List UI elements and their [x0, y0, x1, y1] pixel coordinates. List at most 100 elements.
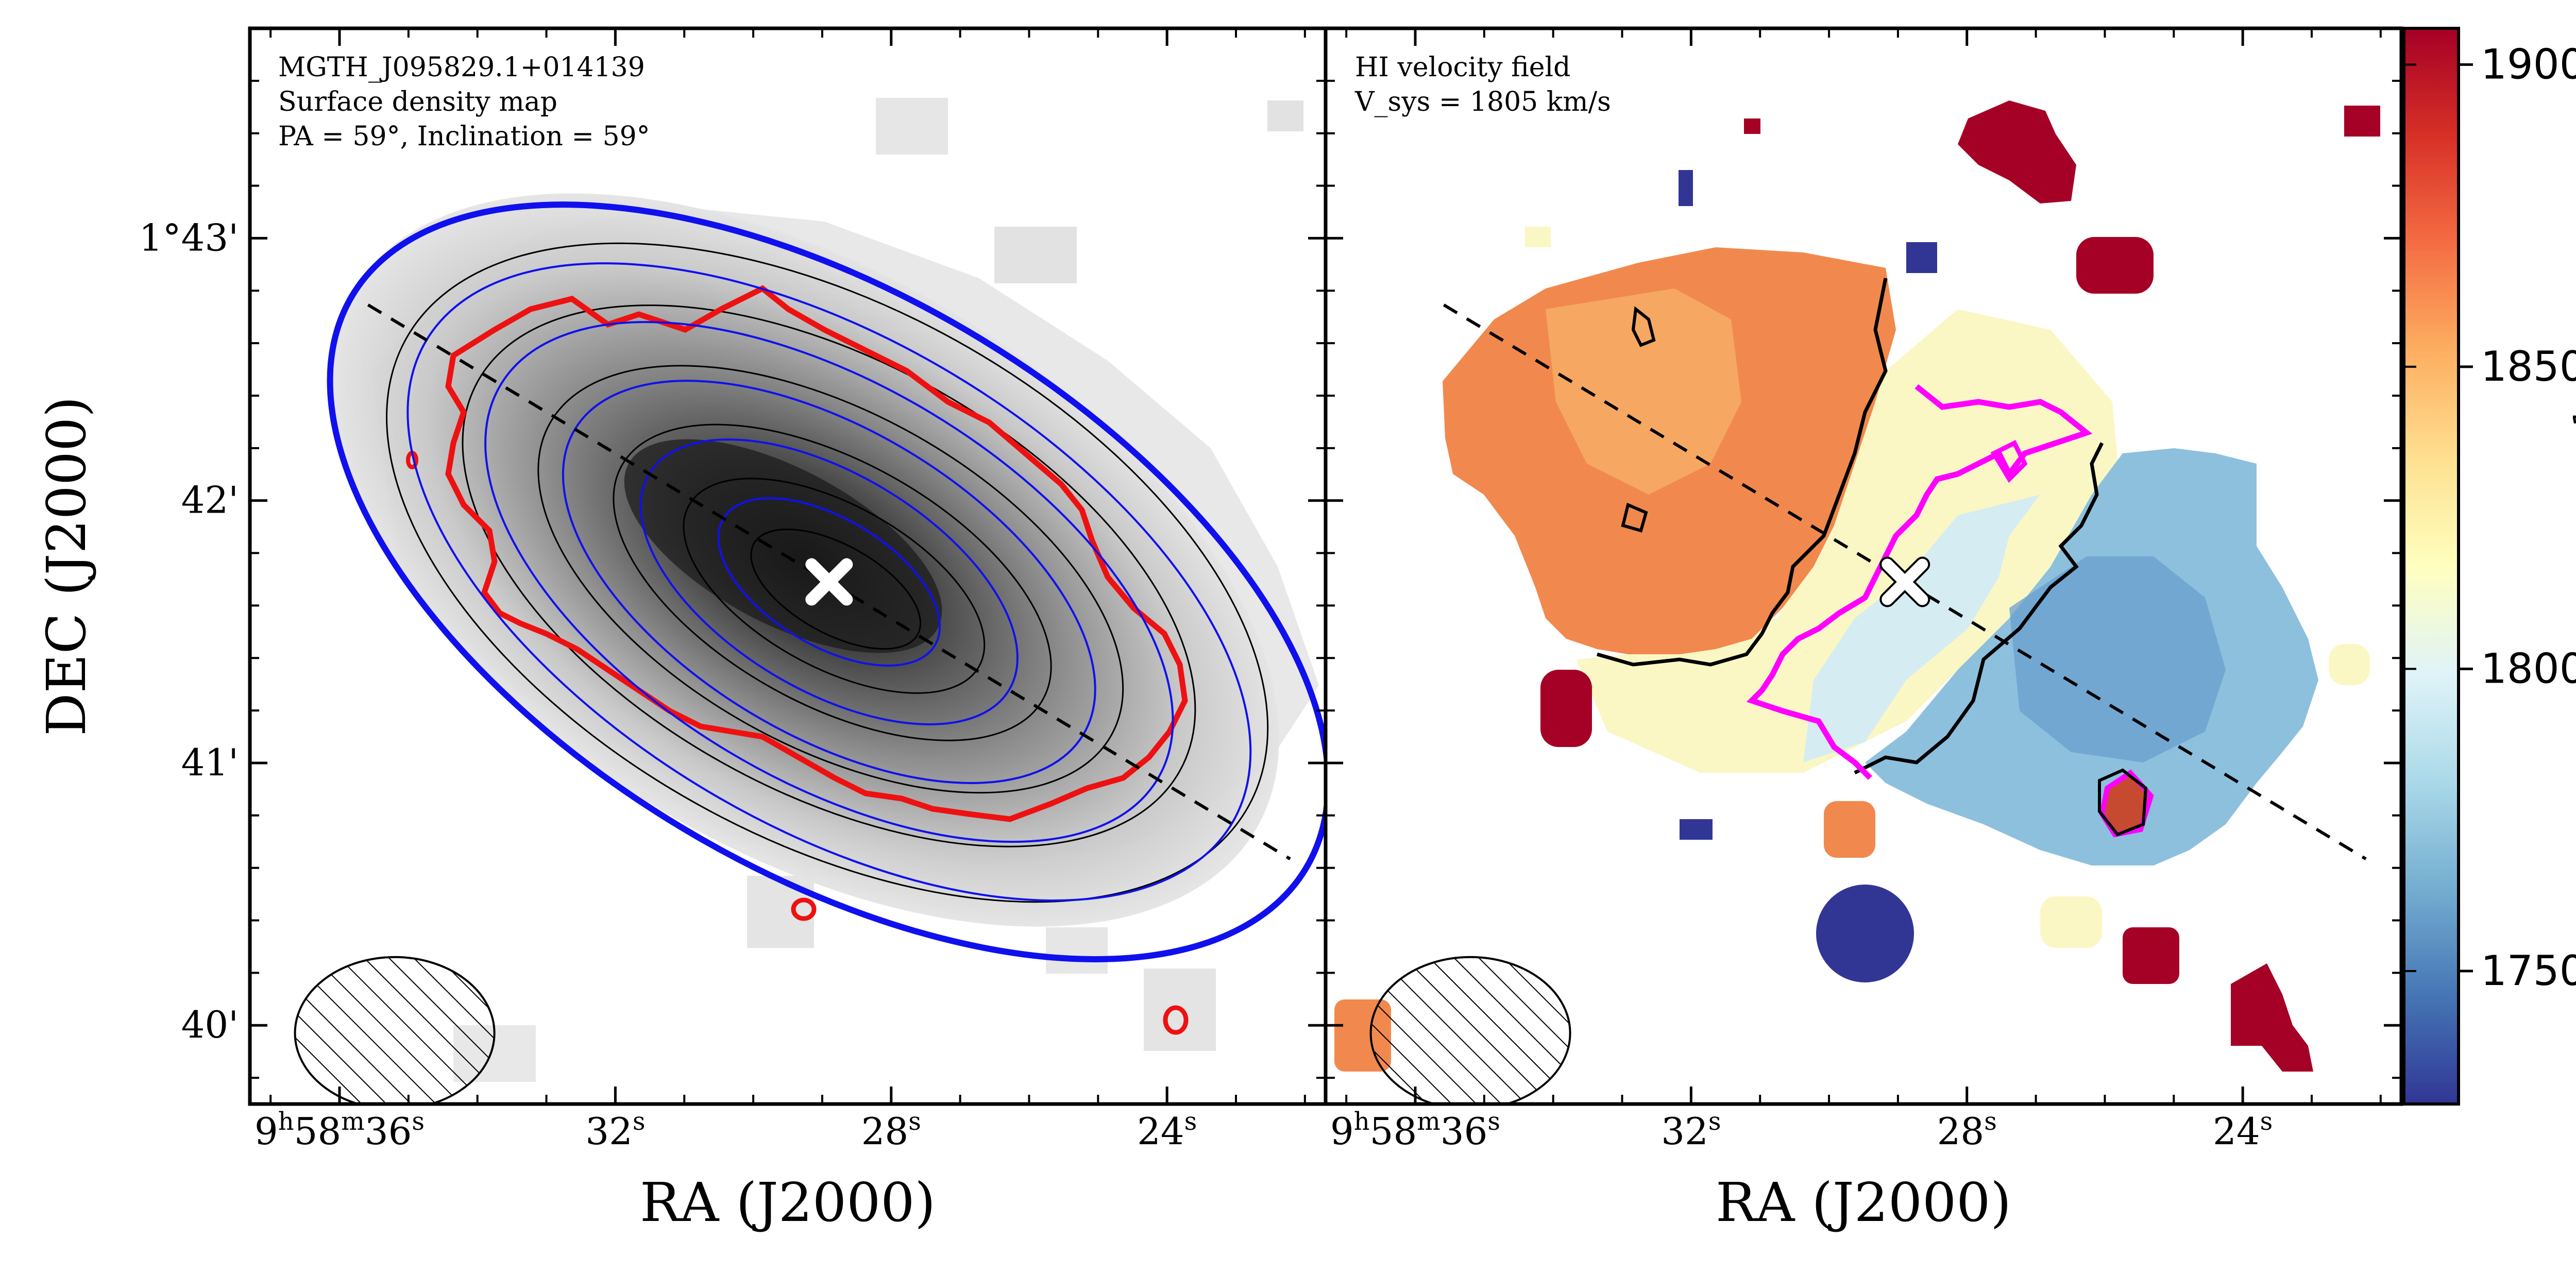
center-cross-stroke: [805, 558, 853, 606]
center-cross-stroke: [1882, 558, 1928, 605]
transition-region: [1803, 495, 2040, 762]
high-velocity-blob: [1540, 670, 1592, 747]
x-tick-label-part: s: [2260, 1107, 2273, 1136]
x-tick-label: 28s: [1937, 1107, 1997, 1153]
density-contour-level: [750, 529, 922, 650]
kinematic-center-marker: [1879, 556, 1930, 607]
x-tick-label-part: 36: [365, 1110, 412, 1153]
outer-density-contour-island: [1163, 1005, 1189, 1035]
x-tick-label-part: s: [908, 1107, 921, 1136]
annotation-line-3: PA = 59°, Inclination = 59°: [278, 121, 650, 152]
x-tick-label-part: 9: [255, 1110, 278, 1153]
iso-velocity-contour: [1854, 442, 2104, 775]
outer-density-contour: [445, 285, 1188, 822]
iso-velocity-contour-island: [1631, 306, 1656, 347]
x-tick-label-part: 24: [1137, 1110, 1184, 1153]
y-tick-label: 40': [181, 1003, 239, 1046]
velocity-field-panel: 9h58m36s 32s 28s 24s HI velocity field V_sy…: [1324, 26, 2403, 1234]
x-tick-label-part: s: [1487, 1107, 1500, 1136]
galaxy-core: [624, 439, 942, 653]
systemic-blob: [2329, 644, 2370, 685]
velocity-annotation-line-2: V_sys = 1805 km/s: [1354, 87, 1611, 117]
noise-blob: [876, 98, 948, 155]
outer-density-contour-island: [791, 897, 817, 921]
outer-ring-ellipse: [327, 201, 1326, 962]
iso-velocity-contour-island: [2098, 768, 2148, 837]
left-x-axis-label: RA (J2000): [640, 1171, 936, 1234]
density-contour-level: [537, 365, 1124, 794]
colorbar-tick-label: 1900: [2481, 40, 2576, 88]
y-tick-label: 42': [181, 479, 239, 522]
x-tick-label-part: 32: [585, 1110, 633, 1153]
beam-ellipse: [294, 956, 496, 1104]
x-tick-label-part: s: [1184, 1107, 1197, 1136]
x-tick-label-part: 58: [294, 1110, 342, 1153]
systemic-velocity-contour: [1746, 384, 2093, 780]
y-tick-label: 41': [181, 741, 239, 784]
high-velocity-blob: [2231, 963, 2313, 1072]
x-tick-label: 32s: [585, 1107, 645, 1153]
y-tick-label: 1°43': [139, 216, 239, 259]
x-tick-label-part: h: [278, 1107, 294, 1136]
kinematic-center-marker: [805, 558, 853, 606]
high-velocity-blob: [2344, 106, 2380, 137]
x-tick-label-part: m: [341, 1107, 365, 1136]
noise-blob: [994, 227, 1077, 283]
low-velocity-blob: [1816, 885, 1914, 982]
right-panel-frame: [1324, 26, 2403, 1106]
y-axis-label: DEC (J2000): [35, 396, 98, 736]
right-panel-ticks: 9h58m36s 32s 28s 24s: [1326, 28, 2401, 1153]
x-tick-label-part: 28: [861, 1110, 909, 1153]
velocity-colorbar: 1750 1800 1850 1900 Velocity (km s−1): [2402, 27, 2576, 1106]
beam-ellipse: [1369, 956, 1571, 1104]
colorbar-tick-label: 1800: [2481, 644, 2576, 692]
colorbar-label-end: ): [2571, 392, 2576, 408]
x-tick-label-part: s: [1984, 1107, 1997, 1136]
x-tick-label-part: m: [1417, 1107, 1440, 1136]
high-velocity-blob: [1744, 118, 1760, 134]
x-tick-label-part: s: [633, 1107, 646, 1136]
colorbar-tick-label: 1750: [2481, 947, 2576, 995]
high-velocity-blob: [2076, 237, 2154, 294]
x-tick-label-part: s: [412, 1107, 425, 1136]
high-velocity-blob: [2123, 927, 2179, 984]
low-velocity-blob: [1680, 819, 1713, 840]
x-tick-label-part: h: [1354, 1107, 1370, 1136]
x-tick-label: 24s: [1137, 1107, 1197, 1153]
x-tick-label-part: 28: [1937, 1110, 1985, 1153]
x-tick-label: 9h58m36s: [255, 1107, 425, 1153]
systemic-velocity-contour-island: [1990, 439, 2028, 483]
x-tick-label: 32s: [1661, 1107, 1721, 1153]
x-tick-label-part: 24: [2213, 1110, 2260, 1153]
noise-blob: [1046, 927, 1108, 974]
x-tick-label: 9h58m36s: [1330, 1107, 1500, 1153]
low-velocity-blob: [1679, 170, 1693, 206]
density-contour-level: [613, 423, 1052, 741]
colorbar-tick-label: 1850: [2481, 343, 2576, 391]
colorbar-ticks: 1750 1800 1850 1900: [2404, 40, 2576, 995]
systemic-blob: [1525, 227, 1551, 247]
density-contour-level: [683, 478, 986, 694]
right-x-axis-label: RA (J2000): [1716, 1171, 2011, 1234]
x-tick-label-part: 36: [1440, 1110, 1488, 1153]
x-tick-label-part: 32: [1661, 1110, 1708, 1153]
x-tick-label-part: s: [1708, 1107, 1721, 1136]
colorbar-gradient: [2402, 27, 2460, 1106]
x-tick-label-part: 58: [1370, 1110, 1417, 1153]
noise-blob: [747, 876, 814, 948]
colorbar-label: Velocity (km s−1): [2568, 392, 2576, 740]
colorbar-label-sup: −1: [2568, 408, 2576, 451]
receding-blob: [1824, 801, 1875, 858]
density-contour-level: [386, 242, 1269, 903]
x-tick-label: 24s: [2213, 1107, 2273, 1153]
colorbar-label-main: Velocity (km s: [2571, 451, 2576, 740]
velocity-annotation-line-1: HI velocity field: [1355, 52, 1570, 83]
systemic-velocity-region: [1577, 309, 2123, 773]
receding-inner-region: [1546, 288, 1741, 495]
noise-blob: [1267, 100, 1303, 131]
annotation-line-2: Surface density map: [278, 87, 557, 117]
iso-velocity-contour-island: [1621, 502, 1648, 533]
